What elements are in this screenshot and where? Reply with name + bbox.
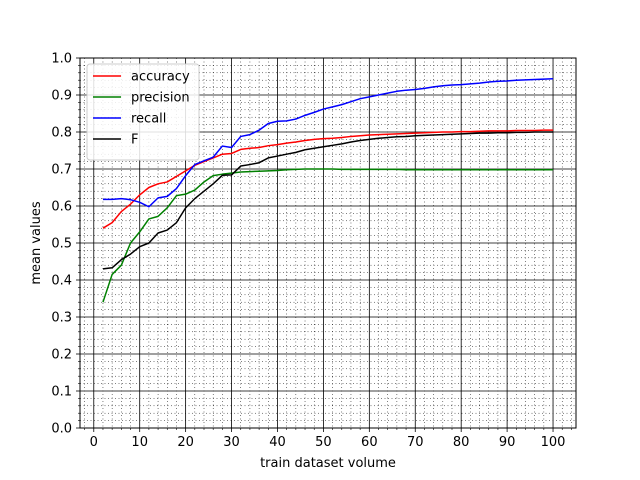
x-tick-label: 20 — [177, 435, 194, 450]
x-tick-label: 100 — [541, 435, 566, 450]
series-line-f — [102, 131, 554, 270]
y-tick-label: 0.6 — [51, 200, 72, 215]
y-tick-label: 0.9 — [51, 89, 72, 104]
series-line-recall — [102, 77, 554, 208]
x-tick-label: 30 — [223, 435, 240, 450]
axis-ticks — [76, 57, 572, 432]
y-tick-label: 0.1 — [51, 385, 72, 400]
y-tick-label: 0.5 — [51, 237, 72, 252]
series-line-precision — [102, 168, 554, 303]
x-tick-label: 10 — [131, 435, 148, 450]
x-tick-label: 60 — [361, 435, 378, 450]
legend: accuracy precision recall F — [86, 63, 200, 161]
y-tick-label: 0.2 — [51, 348, 72, 363]
x-tick-label: 40 — [269, 435, 286, 450]
legend-box — [86, 63, 200, 161]
series-layer — [102, 77, 554, 303]
minor-grid — [80, 58, 576, 428]
legend-label-recall: recall — [131, 112, 166, 127]
y-axis-label: mean values — [29, 201, 44, 285]
x-tick-label: 80 — [453, 435, 470, 450]
x-tick-label: 90 — [499, 435, 516, 450]
legend-label-f: F — [131, 133, 138, 148]
tick-labels: 0 10 20 30 40 50 60 70 80 90 100 0.0 0.1 0.2 0.3 0.4 0.5… — [51, 52, 565, 451]
y-tick-label: 0.3 — [51, 311, 72, 326]
legend-label-precision: precision — [131, 91, 190, 106]
legend-label-accuracy: accuracy — [131, 70, 190, 85]
y-tick-label: 0.0 — [51, 422, 72, 437]
x-tick-label: 50 — [315, 435, 332, 450]
y-tick-label: 1.0 — [51, 52, 72, 67]
x-axis-label: train dataset volume — [260, 456, 396, 471]
x-tick-label: 0 — [90, 435, 98, 450]
series-line-accuracy — [102, 129, 554, 229]
x-tick-label: 70 — [407, 435, 424, 450]
y-tick-label: 0.7 — [51, 163, 72, 178]
y-tick-label: 0.8 — [51, 126, 72, 141]
y-tick-label: 0.4 — [51, 274, 72, 289]
